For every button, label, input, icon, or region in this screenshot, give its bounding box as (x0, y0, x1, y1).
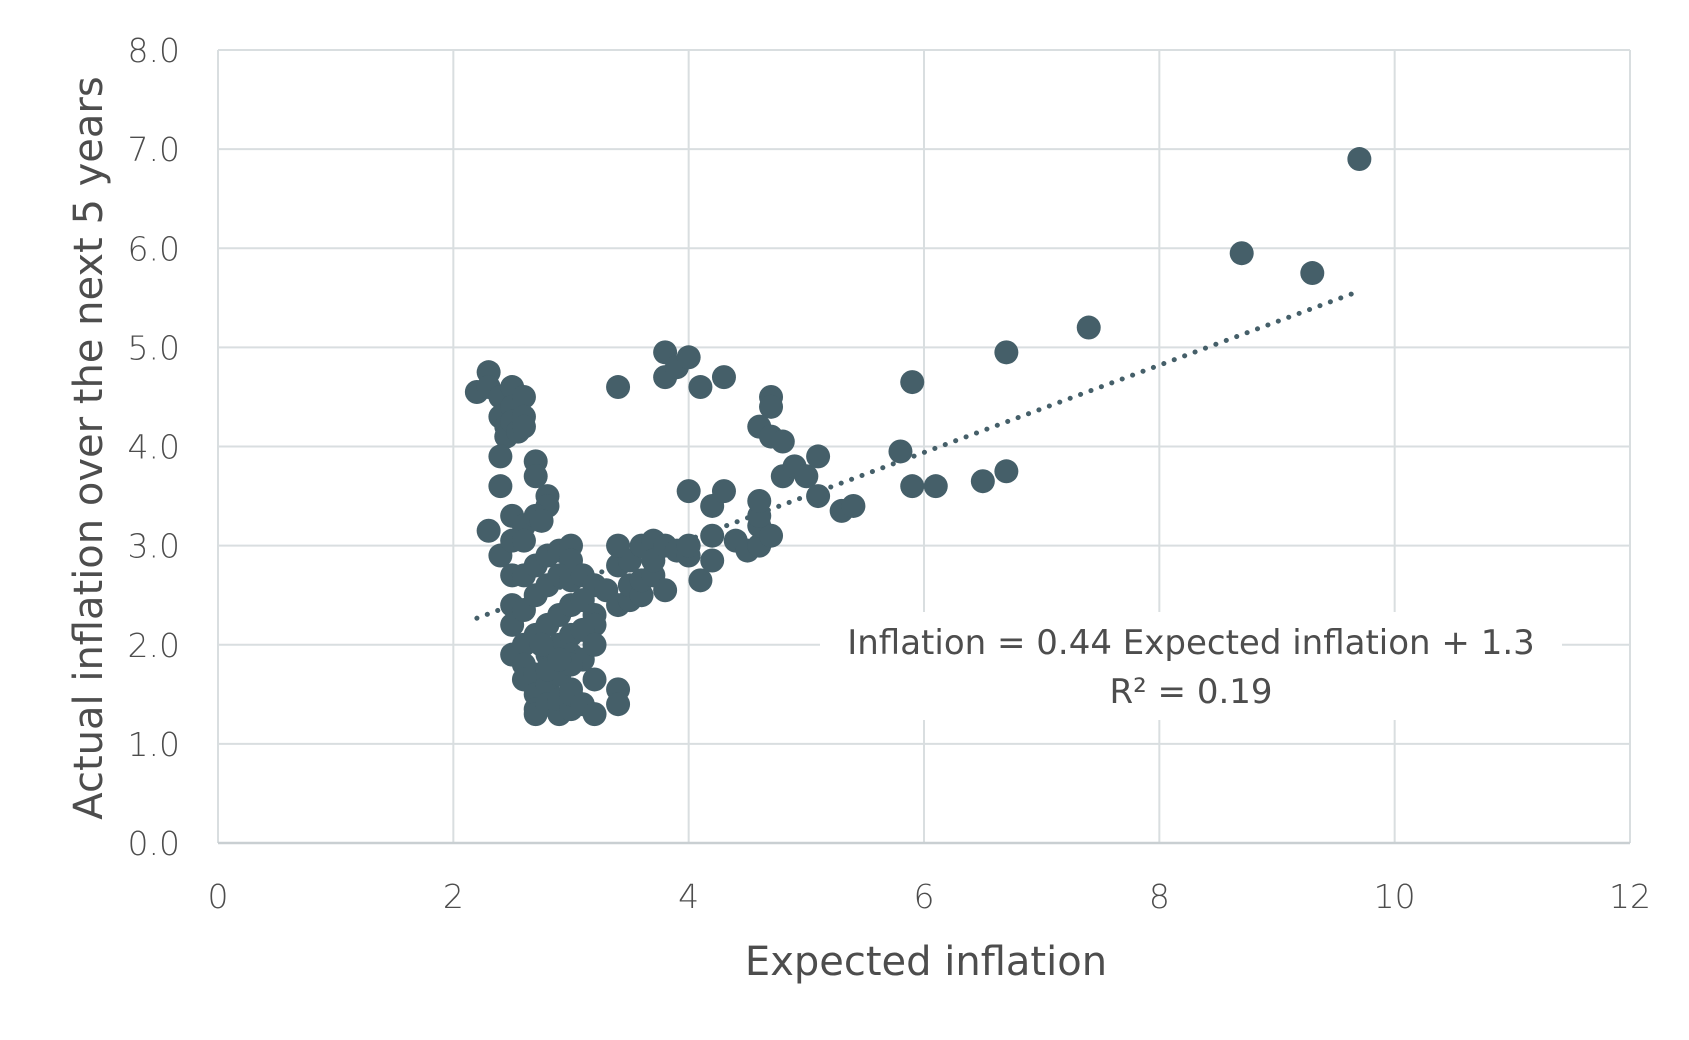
data-point (511, 384, 536, 409)
y-tick-label: 6.0 (128, 229, 180, 268)
y-tick-label: 5.0 (128, 328, 180, 367)
data-point (711, 365, 736, 390)
data-point (582, 702, 607, 727)
data-point (923, 474, 948, 499)
y-tick-label: 8.0 (128, 31, 180, 70)
regression-equation: Inflation = 0.44 Expected inflation + 1.… (847, 623, 1535, 663)
x-tick-label: 8 (1149, 877, 1170, 916)
x-tick-label: 12 (1609, 877, 1651, 916)
data-points (464, 147, 1372, 727)
x-tick-label: 2 (443, 877, 464, 916)
x-axis-title: Expected inflation (745, 939, 1107, 985)
data-point (653, 578, 678, 603)
data-point (700, 523, 725, 548)
data-point (511, 528, 536, 553)
data-point (900, 370, 925, 395)
data-point (676, 345, 701, 370)
data-point (994, 340, 1019, 365)
data-point (841, 493, 866, 518)
data-point (488, 444, 513, 469)
grid-lines (217, 49, 1631, 844)
y-tick-labels: 0.0 1.0 2.0 3.0 4.0 5.0 6.0 7.0 8.0 (128, 31, 180, 863)
data-point (606, 375, 631, 400)
x-tick-label: 0 (208, 877, 229, 916)
data-point (1076, 315, 1101, 340)
data-point (1300, 261, 1325, 286)
y-tick-label: 2.0 (128, 626, 180, 665)
data-point (806, 484, 831, 509)
x-tick-label: 4 (678, 877, 699, 916)
annotation-background (820, 612, 1562, 720)
y-axis-title: Actual inflation over the next 5 years (66, 76, 112, 819)
y-tick-label: 0.0 (128, 824, 180, 863)
x-tick-labels: 0 2 4 6 8 10 12 (208, 877, 1652, 916)
data-point (688, 568, 713, 593)
x-tick-label: 10 (1374, 877, 1416, 916)
data-point (806, 444, 831, 469)
data-point (711, 479, 736, 504)
data-point (511, 414, 536, 439)
y-tick-label: 3.0 (128, 527, 180, 566)
data-point (582, 632, 607, 657)
data-point (747, 489, 772, 514)
data-point (759, 523, 784, 548)
data-point (970, 469, 995, 494)
data-point (676, 533, 701, 558)
data-point (1229, 241, 1254, 266)
data-point (606, 692, 631, 717)
data-point (888, 439, 913, 464)
data-point (476, 518, 501, 543)
r-squared-label: R² = 0.19 (1109, 672, 1272, 712)
data-point (994, 459, 1019, 484)
data-point (688, 375, 713, 400)
data-point (700, 548, 725, 573)
data-point (676, 479, 701, 504)
data-point (547, 647, 572, 672)
data-point (1347, 147, 1372, 172)
data-point (770, 429, 795, 454)
y-tick-label: 1.0 (128, 725, 180, 764)
data-point (900, 474, 925, 499)
y-tick-label: 4.0 (128, 428, 180, 467)
x-tick-label: 6 (914, 877, 935, 916)
data-point (523, 464, 548, 489)
data-point (582, 667, 607, 692)
data-point (606, 533, 631, 558)
data-point (488, 474, 513, 499)
regression-annotation: Inflation = 0.44 Expected inflation + 1.… (820, 612, 1562, 720)
data-point (529, 632, 554, 657)
y-tick-label: 7.0 (128, 130, 180, 169)
data-point (794, 464, 819, 489)
data-point (529, 508, 554, 533)
data-point (759, 394, 784, 419)
